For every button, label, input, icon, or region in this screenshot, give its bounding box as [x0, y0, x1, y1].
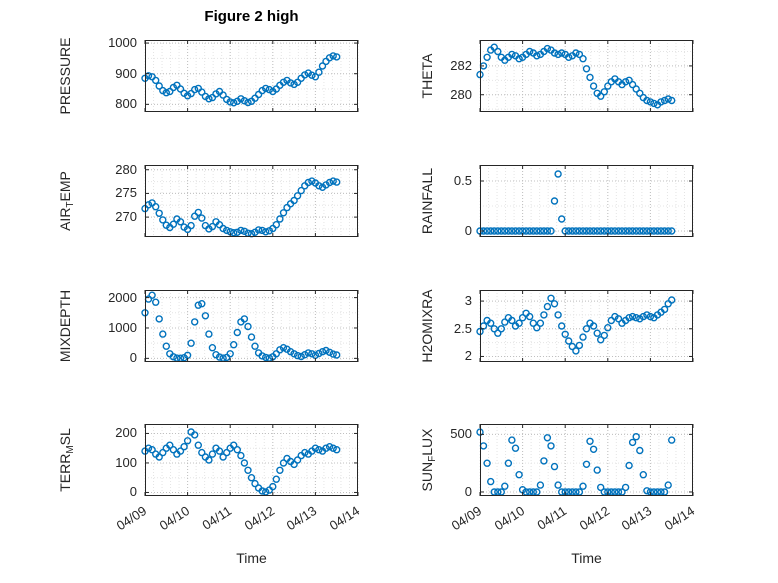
data-points-h2omixra: [476, 294, 676, 355]
y-tick-label: 1000: [108, 35, 137, 51]
panel-terr-msl: TERRMSL 0 100 200 04/09 04/10 04/11 04/12 04/13 0…: [57, 424, 362, 533]
ylabel-subscript: M: [65, 445, 76, 454]
y-tick-label: 900: [115, 65, 137, 81]
y-tick-label: 270: [115, 209, 137, 225]
plot-area-sun-flux: [476, 424, 694, 496]
data-points-mixdepth: [141, 291, 341, 362]
x-tick-label: 04/09: [448, 503, 485, 534]
y-tick-label: 0: [464, 483, 472, 499]
x-tick-label: 04/11: [199, 503, 235, 533]
x-tick-label: 04/12: [241, 503, 277, 534]
plot-area-terr-msl: [141, 424, 359, 496]
x-tick-label: 04/11: [534, 503, 570, 533]
y-tick-label: 0: [129, 484, 137, 500]
panel-theta: THETA 280 282: [419, 40, 694, 112]
y-tick-label: 1000: [108, 319, 137, 335]
y-tick-label: 2: [464, 348, 472, 364]
data-points-rainfall: [476, 170, 676, 235]
y-tick-label: 275: [115, 185, 137, 201]
ylabel-subscript: T: [65, 201, 76, 208]
y-tick-label: 2.5: [453, 320, 472, 336]
y-tick-label: 200: [115, 425, 137, 441]
y-axis-label-sun-flux: SUNFLUX: [419, 380, 438, 540]
x-tick-label: 04/13: [284, 503, 320, 534]
panel-pressure: PRESSURE 800 900 1000: [57, 35, 359, 115]
figure-title: Figure 2 high: [204, 8, 299, 25]
plot-area-rainfall: [476, 165, 694, 237]
y-tick-label: 0.5: [453, 173, 472, 188]
x-axis-label-right: Time: [571, 550, 602, 566]
x-tick-label: 04/12: [576, 503, 612, 534]
x-tick-label: 04/14: [661, 503, 698, 534]
y-tick-label: 3: [464, 293, 472, 309]
plot-area-theta: [476, 40, 694, 112]
ylabel-subscript: F: [427, 455, 438, 462]
y-tick-label: 800: [115, 96, 137, 112]
panel-h2omixra: H2OMIXRA 2 2.5 3: [419, 289, 694, 363]
data-points-pressure: [141, 52, 341, 107]
data-points-terr-msl: [141, 428, 341, 496]
panel-mixdepth: MIXDEPTH 0 1000 2000: [57, 290, 359, 365]
y-tick-label: 0: [464, 223, 472, 238]
data-points-air-temp: [141, 177, 341, 238]
panel-air-temp: AIRTEMP 270 275 280: [57, 162, 359, 238]
y-tick-label: 500: [450, 426, 472, 442]
x-tick-label: 04/13: [619, 503, 655, 534]
y-tick-label: 2000: [108, 289, 137, 305]
plot-area-air-temp: [141, 165, 359, 238]
x-tick-label: 04/10: [156, 503, 192, 534]
y-tick-label: 0: [129, 350, 137, 366]
x-axis-label-left: Time: [236, 550, 267, 566]
plot-area-h2omixra: [476, 290, 694, 362]
plot-area-mixdepth: [141, 290, 359, 362]
panel-sun-flux: SUNFLUX 0 500 04/09 04/10 04/11 04/12 04/13 04/1…: [419, 424, 697, 533]
y-tick-label: 280: [450, 86, 472, 102]
data-points-theta: [476, 43, 676, 109]
x-tick-label: 04/09: [113, 503, 150, 534]
panel-rainfall: RAINFALL 0 0.5: [419, 165, 694, 238]
x-tick-label: 04/14: [326, 503, 363, 534]
data-points-sun-flux: [476, 428, 676, 496]
y-tick-label: 282: [450, 57, 472, 73]
y-tick-label: 100: [115, 454, 137, 470]
plot-area-pressure: [141, 40, 359, 112]
y-tick-label: 280: [115, 161, 137, 177]
x-tick-label: 04/10: [491, 503, 527, 534]
